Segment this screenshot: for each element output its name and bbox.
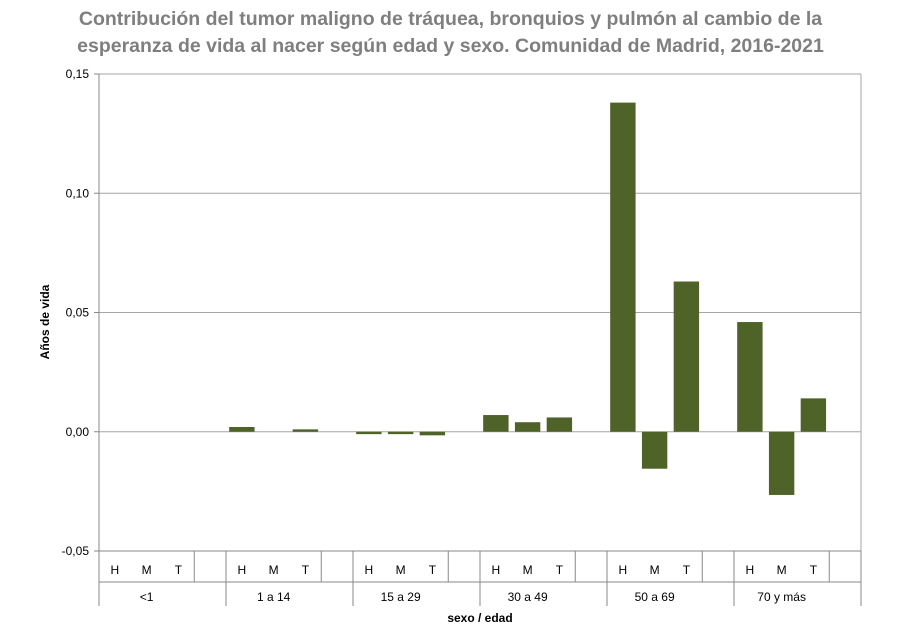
x-sex-label: H: [365, 563, 374, 577]
x-sex-label: H: [238, 563, 247, 577]
x-group-label: 15 a 29: [381, 590, 421, 604]
x-sex-label: T: [810, 563, 818, 577]
x-sex-label: M: [523, 563, 533, 577]
axes: [94, 73, 862, 606]
bar: [800, 398, 827, 432]
y-tick-label: -0,05: [62, 544, 90, 558]
chart-title: Contribución del tumor maligno de tráque…: [0, 6, 901, 60]
bar: [483, 415, 509, 432]
x-group-label: 1 a 14: [257, 590, 291, 604]
x-sex-label: M: [142, 563, 152, 577]
bar: [673, 281, 700, 432]
bar: [292, 429, 319, 432]
x-group-label: <1: [140, 590, 154, 604]
x-sex-label: M: [396, 563, 406, 577]
x-sex-label: T: [429, 563, 437, 577]
x-axis-title: sexo / edad: [447, 611, 512, 625]
x-sex-label: T: [175, 563, 183, 577]
x-sex-label: T: [556, 563, 564, 577]
x-sex-label: T: [683, 563, 691, 577]
y-tick-label: 0,00: [66, 425, 90, 439]
chart-title-line-1: Contribución del tumor maligno de tráque…: [78, 8, 823, 30]
y-tick-label: 0,15: [66, 67, 90, 81]
x-group-label: 70 y más: [757, 590, 806, 604]
bar: [610, 102, 636, 432]
bar: [737, 322, 763, 432]
x-sex-label: H: [492, 563, 501, 577]
x-sex-label: H: [746, 563, 755, 577]
bar: [356, 431, 382, 435]
x-sex-label: H: [619, 563, 628, 577]
x-group-label: 30 a 49: [508, 590, 548, 604]
x-sex-label: M: [777, 563, 787, 577]
y-axis-title: Años de vida: [38, 284, 52, 359]
bar: [419, 431, 446, 436]
y-tick-labels: -0,05 0,00 0,05 0,10 0,15: [62, 67, 90, 558]
gridlines: [99, 73, 861, 433]
x-category-labels: H M T <1 H M T 1 a 14 H M T 15 a 29 H M T 30 a 49 H M T 50 …: [111, 563, 818, 604]
bar: [229, 426, 255, 432]
y-tick-label: 0,10: [66, 186, 90, 200]
x-group-label: 50 a 69: [635, 590, 675, 604]
x-sex-label: M: [269, 563, 279, 577]
x-sex-label: T: [302, 563, 310, 577]
y-tick-label: 0,05: [66, 306, 90, 320]
bar: [546, 417, 573, 432]
bar: [768, 431, 795, 495]
x-sex-label: M: [650, 563, 660, 577]
chart-title-line-2: esperanza de vida al nacer según edad y …: [77, 35, 824, 57]
bar: [641, 431, 668, 469]
bars: [229, 102, 827, 495]
x-sex-label: H: [111, 563, 120, 577]
bar: [514, 422, 541, 432]
bar: [387, 431, 414, 435]
